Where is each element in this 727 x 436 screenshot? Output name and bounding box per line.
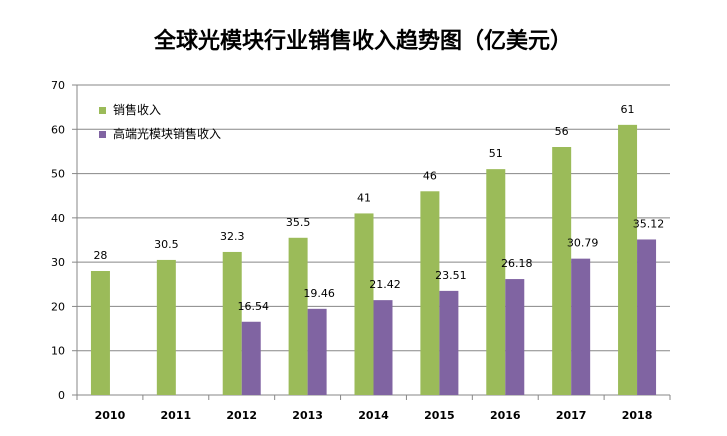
y-tick-label: 40 — [51, 212, 65, 225]
data-label: 30.5 — [154, 238, 179, 251]
x-tick-label: 2011 — [161, 409, 192, 422]
data-label: 61 — [621, 103, 635, 116]
data-label: 41 — [357, 191, 371, 204]
bar-high-end-sales — [307, 308, 327, 395]
data-labels: 28 30.5 32.3 35.5 41 46 51 56 61 16.54 19.46 21.42 2… — [93, 103, 664, 313]
data-label: 26.18 — [501, 257, 533, 270]
bar-sales — [552, 147, 572, 395]
data-label: 23.51 — [435, 269, 467, 282]
bar-high-end-sales — [637, 239, 657, 395]
bar-high-end-sales — [241, 321, 261, 395]
data-label: 30.79 — [567, 237, 599, 250]
x-tick-label: 2010 — [95, 409, 126, 422]
data-label: 32.3 — [220, 230, 245, 243]
data-label: 16.54 — [237, 300, 269, 313]
bars — [90, 124, 657, 395]
bar-high-end-sales — [439, 290, 459, 395]
bar-sales — [288, 237, 308, 395]
legend-swatch — [99, 107, 106, 114]
legend-label: 销售收入 — [113, 102, 161, 117]
bar-sales — [420, 191, 440, 395]
data-label: 51 — [489, 147, 503, 160]
bar-sales — [618, 124, 638, 395]
bar-sales — [354, 213, 374, 395]
bar-high-end-sales — [505, 279, 525, 395]
legend-swatch — [99, 131, 106, 138]
x-tick-label: 2014 — [358, 409, 389, 422]
y-tick-label: 70 — [51, 79, 65, 92]
data-label: 35.12 — [633, 217, 665, 230]
data-label: 46 — [423, 169, 437, 182]
y-tick-label: 60 — [51, 123, 65, 136]
x-tick-label: 2018 — [622, 409, 653, 422]
x-tick-label: 2015 — [424, 409, 455, 422]
x-tick-label: 2013 — [292, 409, 323, 422]
x-tick-label: 2016 — [490, 409, 521, 422]
bar-sales — [156, 259, 176, 395]
legend-label: 高端光模块销售收入 — [113, 126, 221, 141]
y-tick-label: 30 — [51, 256, 65, 269]
chart-title: 全球光模块行业销售收入趋势图（亿美元） — [153, 28, 572, 54]
y-tick-label: 0 — [58, 389, 65, 402]
bar-sales — [90, 271, 110, 395]
data-label: 21.42 — [369, 278, 401, 291]
x-tick-label: 2012 — [226, 409, 257, 422]
data-label: 19.46 — [303, 287, 335, 300]
y-tick-label: 20 — [51, 300, 65, 313]
bar-high-end-sales — [571, 258, 591, 395]
y-tick-label: 50 — [51, 168, 65, 181]
bar-high-end-sales — [373, 300, 393, 395]
data-label: 35.5 — [286, 216, 311, 229]
y-tick-label: 10 — [51, 345, 65, 358]
bar-sales — [222, 251, 242, 395]
data-label: 28 — [93, 249, 107, 262]
bar-sales — [486, 169, 506, 395]
x-tick-label: 2017 — [556, 409, 587, 422]
data-label: 56 — [555, 125, 569, 138]
